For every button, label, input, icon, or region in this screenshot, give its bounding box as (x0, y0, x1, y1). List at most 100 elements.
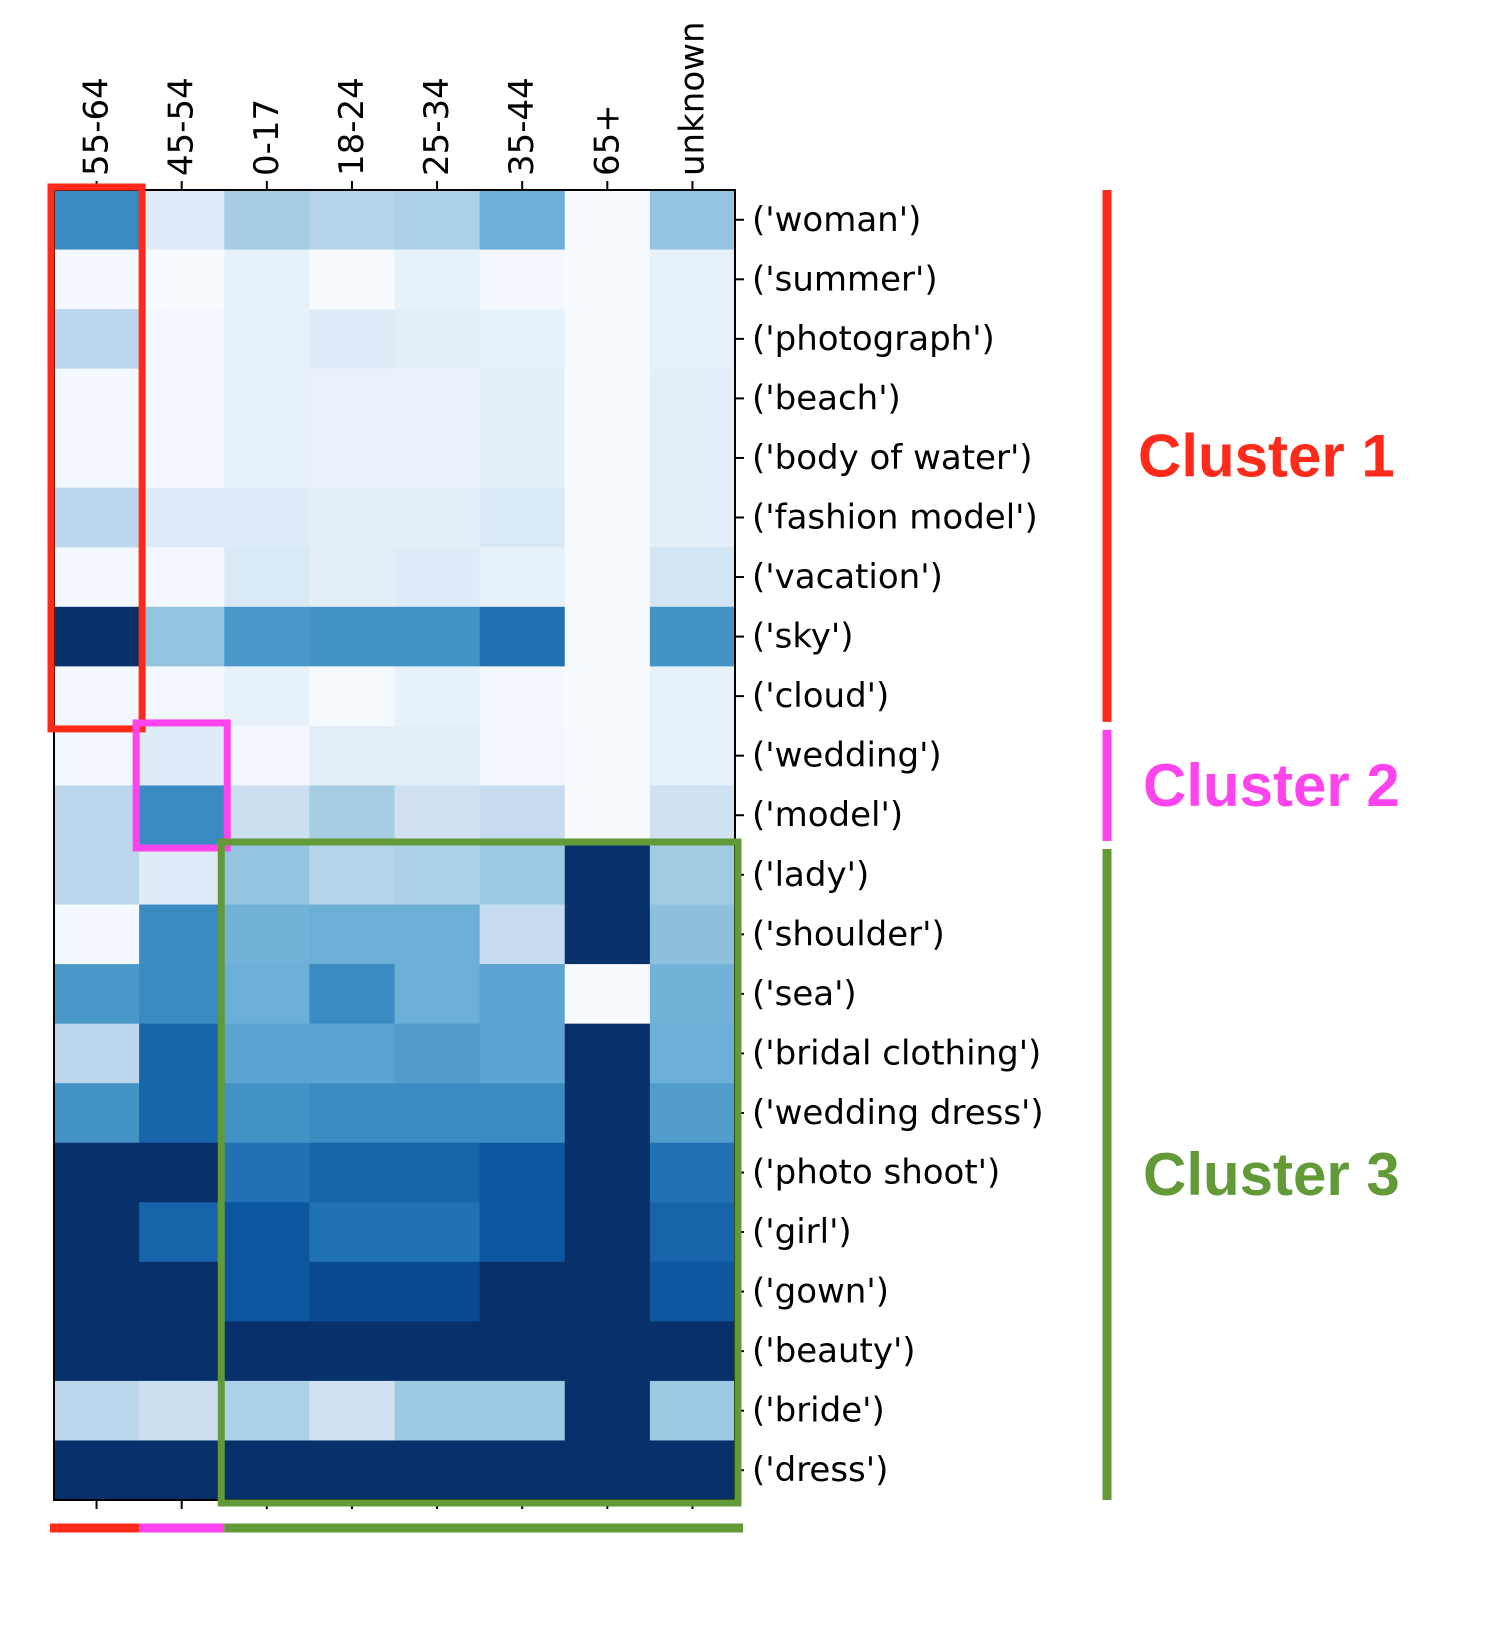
heatmap-cell (479, 428, 566, 489)
heatmap-cell (479, 964, 566, 1025)
heatmap-cell (309, 1142, 395, 1203)
heatmap-cell (479, 309, 566, 370)
row-label: ('wedding') (752, 736, 942, 776)
heatmap-cell (139, 368, 225, 429)
heatmap-cell (649, 1321, 736, 1382)
heatmap-cell (139, 904, 225, 965)
row-label: ('beach') (752, 378, 901, 418)
heatmap-cell (479, 1261, 566, 1322)
heatmap-cell (479, 1083, 566, 1144)
heatmap-cell (139, 964, 225, 1025)
heatmap-cell (479, 368, 566, 429)
heatmap-cell (224, 487, 310, 548)
heatmap-cell (564, 666, 651, 727)
heatmap-cell (54, 1142, 140, 1203)
heatmap-cell (649, 368, 736, 429)
column-label: 45-54 (162, 77, 202, 176)
heatmap-cell (224, 1261, 310, 1322)
heatmap-cell (224, 725, 310, 786)
heatmap-cell (479, 1321, 566, 1382)
heatmap-cell (309, 249, 395, 310)
heatmap-cell (224, 1380, 310, 1441)
heatmap-cell (224, 368, 310, 429)
heatmap-cell (139, 1261, 225, 1322)
column-label: 65+ (587, 104, 627, 176)
heatmap-cell (54, 606, 140, 667)
heatmap-cell (139, 666, 225, 727)
heatmap-cell (224, 1023, 310, 1084)
row-label: ('cloud') (752, 676, 889, 716)
heatmap-cell (649, 487, 736, 548)
heatmap-cell (394, 1380, 481, 1441)
heatmap-cell (479, 666, 566, 727)
row-label: ('bridal clothing') (752, 1033, 1041, 1073)
heatmap-cell (564, 368, 651, 429)
heatmap-cell (649, 190, 736, 251)
heatmap-cell (479, 1440, 566, 1501)
heatmap-cell (394, 606, 481, 667)
row-label: ('fashion model') (752, 498, 1038, 538)
heatmap-cell (394, 845, 481, 906)
heatmap-cell (394, 1023, 481, 1084)
heatmap-cell (54, 487, 140, 548)
heatmap-cell (224, 964, 310, 1025)
heatmap-cell (54, 309, 140, 370)
heatmap-cell (649, 1440, 736, 1501)
heatmap-cell (564, 1261, 651, 1322)
heatmap-cell (139, 606, 225, 667)
heatmap-cell (564, 725, 651, 786)
heatmap-cell (309, 487, 395, 548)
heatmap-cell (649, 1142, 736, 1203)
heatmap-cell (394, 1321, 481, 1382)
heatmap-cell (54, 1202, 140, 1263)
heatmap-cell (564, 1321, 651, 1382)
heatmap-cell (54, 1321, 140, 1382)
heatmap-cell (139, 190, 225, 251)
heatmap-cell (564, 606, 651, 667)
heatmap-cell (54, 1261, 140, 1322)
heatmap-cell (224, 1440, 310, 1501)
heatmap-cell (394, 487, 481, 548)
heatmap-cell (54, 1023, 140, 1084)
heatmap-cell (649, 904, 736, 965)
heatmap-cell (309, 1261, 395, 1322)
heatmap-cell (649, 725, 736, 786)
heatmap-cell (479, 1142, 566, 1203)
column-label: 25-34 (417, 77, 457, 176)
row-label: ('shoulder') (752, 914, 945, 954)
heatmap-cell (139, 845, 225, 906)
heatmap-cell (649, 1261, 736, 1322)
heatmap-cell (139, 1440, 225, 1501)
heatmap-cell (224, 1321, 310, 1382)
heatmap-cell (649, 309, 736, 370)
heatmap-cell (54, 1083, 140, 1144)
heatmap-cell (139, 547, 225, 608)
heatmap-cell (224, 845, 310, 906)
row-label: ('photograph') (752, 319, 995, 359)
heatmap-cell (54, 249, 140, 310)
cluster-label: Cluster 1 (1138, 422, 1395, 489)
heatmap-cell (224, 547, 310, 608)
heatmap-cell (224, 249, 310, 310)
cluster-box (132, 719, 231, 852)
heatmap-cell (394, 964, 481, 1025)
cluster-label: Cluster 3 (1143, 1141, 1400, 1208)
row-label: ('lady') (752, 855, 869, 895)
heatmap-cell (564, 964, 651, 1025)
heatmap-cell (649, 845, 736, 906)
heatmap-cell (564, 428, 651, 489)
heatmap-cell (309, 904, 395, 965)
heatmap-cell (649, 547, 736, 608)
heatmap-cell (309, 309, 395, 370)
column-label: 18-24 (332, 77, 372, 176)
row-label: ('bride') (752, 1391, 885, 1431)
row-label: ('wedding dress') (752, 1093, 1044, 1133)
heatmap-cell (139, 1023, 225, 1084)
heatmap-cell (564, 1440, 651, 1501)
cluster-box (217, 838, 742, 1507)
heatmap-cell (394, 904, 481, 965)
heatmap-cell (649, 964, 736, 1025)
heatmap-cell (564, 1380, 651, 1441)
